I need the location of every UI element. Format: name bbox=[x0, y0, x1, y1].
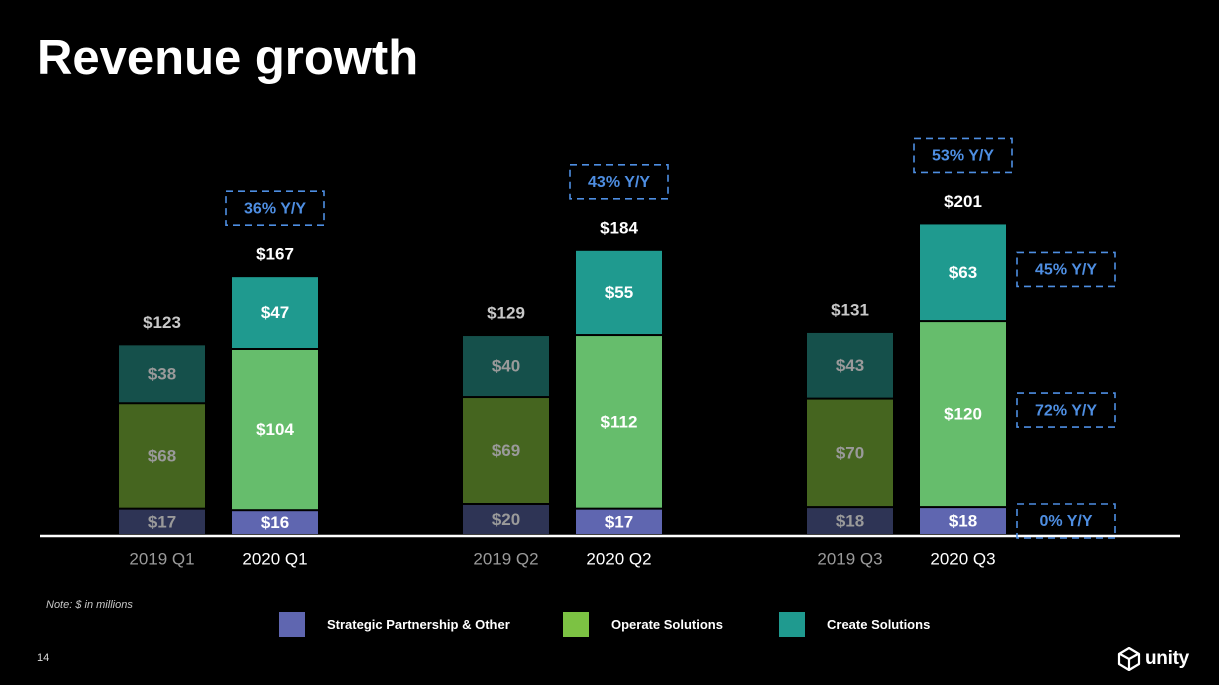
bar-segment-operate bbox=[463, 398, 549, 503]
bar-value-label-create: $43 bbox=[836, 356, 864, 375]
bar-segment-create bbox=[920, 224, 1006, 321]
bar-value-label-operate: $69 bbox=[492, 441, 520, 460]
x-tick-label: 2019 Q1 bbox=[129, 549, 194, 568]
bar-segment-strategic bbox=[232, 511, 318, 534]
bar-value-label-create: $40 bbox=[492, 357, 520, 376]
bar-value-label-strategic: $20 bbox=[492, 510, 520, 529]
bar-total-label: $123 bbox=[143, 313, 181, 332]
bar-value-label-operate: $68 bbox=[148, 446, 176, 465]
bar-segment-strategic bbox=[463, 505, 549, 534]
units-note: Note: $ in millions bbox=[46, 599, 133, 611]
bar-value-label-strategic: $18 bbox=[949, 512, 977, 531]
bar-total-label: $167 bbox=[256, 245, 294, 264]
legend-swatch-strategic bbox=[279, 612, 305, 637]
growth-callout-label: 0% Y/Y bbox=[1039, 513, 1092, 530]
bar-segment-operate bbox=[920, 322, 1006, 507]
x-tick-label: 2019 Q2 bbox=[473, 549, 538, 568]
x-tick-label: 2020 Q2 bbox=[586, 549, 651, 568]
bar-total-label: $184 bbox=[600, 218, 638, 237]
legend-swatch-create bbox=[779, 612, 805, 637]
unity-cube-icon bbox=[1117, 647, 1141, 671]
bar-segment-create bbox=[463, 336, 549, 397]
revenue-stacked-bar-chart: $17 $68 $38 $123 2019 Q1 $16 $104 $47 $167 2020 Q… bbox=[40, 137, 1180, 568]
legend-item-operate: Operate Solutions bbox=[563, 612, 723, 637]
legend-label-operate: Operate Solutions bbox=[611, 617, 723, 632]
bar-segment-create bbox=[807, 332, 893, 398]
x-tick-label: 2019 Q3 bbox=[817, 549, 882, 568]
bar-value-label-operate: $120 bbox=[944, 405, 982, 424]
bar-total-label: $131 bbox=[831, 300, 869, 319]
bar-segment-operate bbox=[576, 336, 662, 508]
legend-label-create: Create Solutions bbox=[827, 617, 931, 632]
bar-value-label-strategic: $16 bbox=[261, 513, 289, 532]
unity-wordmark: unity bbox=[1145, 648, 1189, 669]
x-tick-label: 2020 Q1 bbox=[242, 549, 307, 568]
bar-value-label-create: $47 bbox=[261, 303, 289, 322]
bar-value-label-strategic: $18 bbox=[836, 512, 864, 531]
bar-segment-operate bbox=[232, 350, 318, 510]
bar-value-label-operate: $104 bbox=[256, 420, 294, 439]
growth-callout-box bbox=[913, 137, 1013, 174]
bar-segment-strategic bbox=[119, 509, 205, 534]
growth-callout-label: 36% Y/Y bbox=[244, 200, 306, 217]
bar-total-label: $129 bbox=[487, 304, 525, 323]
growth-callout-box bbox=[225, 190, 325, 226]
bar-value-label-strategic: $17 bbox=[605, 512, 633, 531]
growth-callout-box bbox=[569, 164, 669, 200]
bar-segment-create bbox=[119, 345, 205, 403]
page-title: Revenue growth bbox=[37, 31, 419, 85]
bar-value-label-operate: $70 bbox=[836, 443, 864, 462]
growth-callout-box bbox=[1016, 392, 1116, 428]
growth-callout-box bbox=[1016, 503, 1116, 539]
bar-value-label-operate: $112 bbox=[601, 412, 638, 431]
bar-value-label-create: $63 bbox=[949, 263, 977, 282]
bar-total-label: $201 bbox=[944, 192, 982, 211]
unity-logo: unity bbox=[1117, 647, 1189, 671]
bar-segment-create bbox=[232, 277, 318, 348]
legend-item-create: Create Solutions bbox=[779, 612, 930, 637]
x-tick-label: 2020 Q3 bbox=[930, 549, 995, 568]
bar-segment-strategic bbox=[920, 508, 1006, 534]
growth-callout-label: 72% Y/Y bbox=[1035, 402, 1097, 419]
bar-value-label-create: $38 bbox=[148, 364, 176, 383]
bar-segment-strategic bbox=[807, 508, 893, 534]
legend-item-strategic: Strategic Partnership & Other bbox=[279, 612, 510, 637]
growth-callout-box bbox=[1016, 251, 1116, 288]
bar-value-label-create: $55 bbox=[605, 283, 633, 302]
bar-value-label-strategic: $17 bbox=[148, 512, 176, 531]
legend-swatch-operate bbox=[563, 612, 589, 637]
growth-callout-label: 43% Y/Y bbox=[588, 174, 650, 191]
legend-label-strategic: Strategic Partnership & Other bbox=[327, 617, 510, 632]
bar-segment-create bbox=[576, 250, 662, 335]
bar-segment-strategic bbox=[576, 509, 662, 534]
page-number: 14 bbox=[37, 652, 50, 664]
bar-segment-operate bbox=[807, 399, 893, 507]
growth-callout-label: 53% Y/Y bbox=[932, 148, 994, 165]
bar-segment-operate bbox=[119, 404, 205, 508]
growth-callout-label: 45% Y/Y bbox=[1035, 262, 1097, 279]
